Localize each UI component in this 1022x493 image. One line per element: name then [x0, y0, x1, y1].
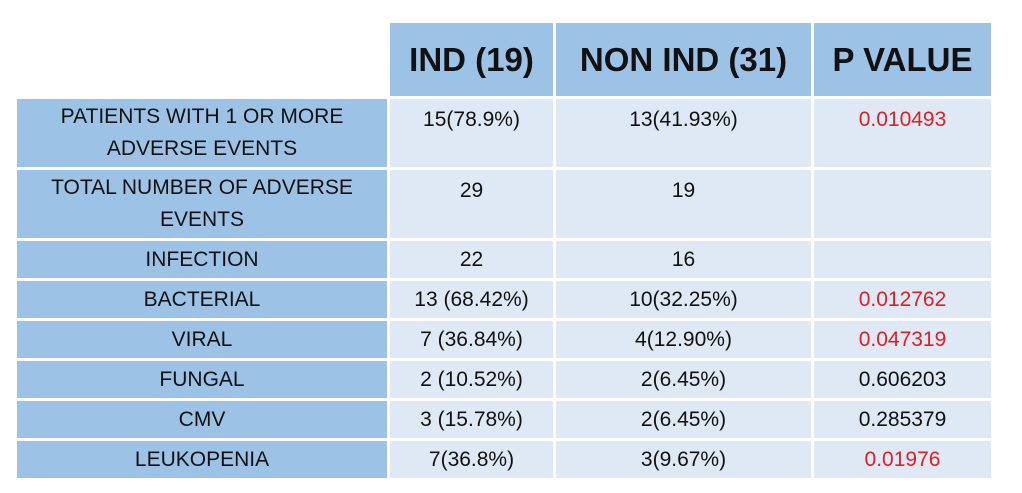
table-row: CMV 3 (15.78%) 2(6.45%) 0.285379 — [14, 398, 994, 441]
non-ind-value: 2(6.45%) — [553, 398, 814, 441]
p-value: 0.010493 — [811, 96, 994, 170]
row-label: TOTAL NUMBER OF ADVERSE EVENTS — [14, 167, 390, 241]
table-row: BACTERIAL 13 (68.42%) 10(32.25%) 0.01276… — [14, 278, 994, 321]
ind-value: 7 (36.84%) — [387, 318, 556, 361]
p-value — [811, 167, 994, 241]
ind-value: 22 — [387, 238, 556, 281]
p-value: 0.285379 — [811, 398, 994, 441]
table-row: VIRAL 7 (36.84%) 4(12.90%) 0.047319 — [14, 318, 994, 361]
ind-value: 2 (10.52%) — [387, 358, 556, 401]
ind-value: 13 (68.42%) — [387, 278, 556, 321]
p-value: 0.012762 — [811, 278, 994, 321]
adverse-events-table: IND (19) NON IND (31) P VALUE PATIENTS W… — [14, 20, 994, 481]
table-row: FUNGAL 2 (10.52%) 2(6.45%) 0.606203 — [14, 358, 994, 401]
table-row: PATIENTS WITH 1 OR MORE ADVERSE EVENTS 1… — [14, 96, 994, 170]
row-label: FUNGAL — [14, 358, 390, 401]
table-row: INFECTION 22 16 — [14, 238, 994, 281]
non-ind-value: 19 — [553, 167, 814, 241]
ind-value: 15(78.9%) — [387, 96, 556, 170]
row-label: PATIENTS WITH 1 OR MORE ADVERSE EVENTS — [14, 96, 390, 170]
header-row: IND (19) NON IND (31) P VALUE — [14, 20, 994, 99]
p-value: 0.047319 — [811, 318, 994, 361]
table-row: LEUKOPENIA 7(36.8%) 3(9.67%) 0.01976 — [14, 438, 994, 481]
non-ind-value: 13(41.93%) — [553, 96, 814, 170]
p-value: 0.606203 — [811, 358, 994, 401]
non-ind-value: 4(12.90%) — [553, 318, 814, 361]
non-ind-value: 2(6.45%) — [553, 358, 814, 401]
row-label: BACTERIAL — [14, 278, 390, 321]
header-non-ind: NON IND (31) — [553, 20, 814, 99]
table-row: TOTAL NUMBER OF ADVERSE EVENTS 29 19 — [14, 167, 994, 241]
row-label: LEUKOPENIA — [14, 438, 390, 481]
ind-value: 7(36.8%) — [387, 438, 556, 481]
header-p-value: P VALUE — [811, 20, 994, 99]
p-value — [811, 238, 994, 281]
row-label: INFECTION — [14, 238, 390, 281]
ind-value: 3 (15.78%) — [387, 398, 556, 441]
non-ind-value: 10(32.25%) — [553, 278, 814, 321]
row-label: CMV — [14, 398, 390, 441]
non-ind-value: 3(9.67%) — [553, 438, 814, 481]
header-ind: IND (19) — [387, 20, 556, 99]
header-corner-cell — [14, 20, 390, 99]
row-label: VIRAL — [14, 318, 390, 361]
non-ind-value: 16 — [553, 238, 814, 281]
ind-value: 29 — [387, 167, 556, 241]
p-value: 0.01976 — [811, 438, 994, 481]
